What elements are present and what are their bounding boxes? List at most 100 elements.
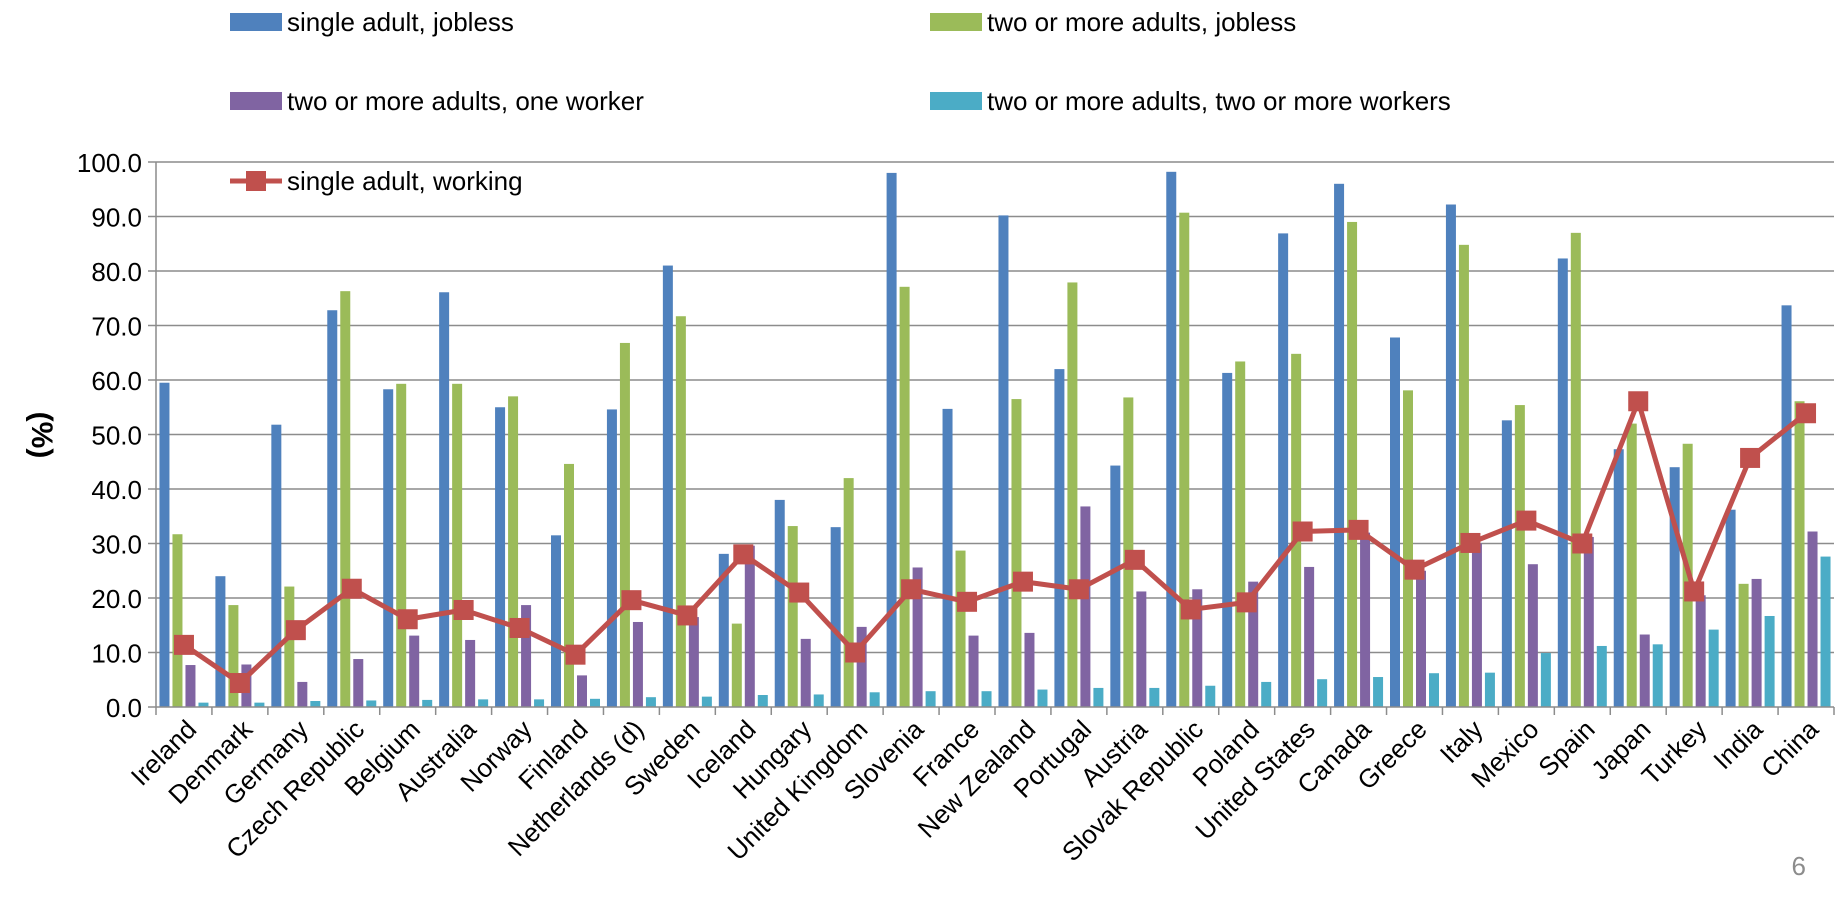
bar — [1317, 679, 1328, 707]
legend-item: two or more adults, one worker — [230, 86, 644, 116]
line-marker — [733, 544, 754, 565]
line-marker — [1068, 579, 1089, 600]
line-marker — [341, 578, 362, 599]
legend: single adult, jobless two or more adults,… — [230, 7, 1451, 196]
bar — [1471, 543, 1482, 707]
y-tick-label: 0.0 — [106, 693, 142, 723]
bar — [925, 691, 936, 707]
line-marker — [845, 642, 866, 663]
bar — [856, 626, 867, 707]
bar — [1820, 556, 1831, 707]
bar — [1235, 361, 1246, 707]
bar — [551, 535, 561, 707]
bar — [632, 621, 643, 707]
y-tick-label: 60.0 — [91, 366, 142, 396]
legend-label: two or more adults, two or more workers — [987, 86, 1451, 116]
line-marker — [1292, 521, 1313, 542]
bar — [465, 639, 476, 707]
bar — [409, 635, 420, 707]
bar — [1192, 589, 1203, 707]
bar — [955, 550, 966, 707]
line-marker — [453, 599, 474, 620]
bar — [1613, 449, 1624, 707]
bar — [1110, 465, 1121, 707]
bar — [383, 389, 394, 707]
bar — [1067, 282, 1078, 707]
bar — [1149, 687, 1160, 707]
legend-item: single adult, jobless — [230, 7, 514, 37]
bar — [1751, 578, 1762, 707]
bar — [1807, 531, 1818, 707]
line-marker — [1124, 549, 1145, 570]
bar — [774, 499, 785, 707]
bar — [310, 701, 321, 707]
bar — [366, 700, 377, 707]
bar — [869, 692, 880, 707]
y-tick-label: 30.0 — [91, 530, 142, 560]
bar — [981, 691, 992, 707]
y-tick-label: 90.0 — [91, 203, 142, 233]
bar — [1527, 564, 1538, 707]
line-marker — [1180, 599, 1201, 620]
line-marker — [789, 582, 810, 603]
bar — [198, 702, 209, 707]
bar — [1514, 405, 1525, 707]
bar — [662, 265, 673, 707]
bar — [731, 623, 742, 707]
bar — [534, 699, 545, 707]
bar — [215, 576, 226, 707]
bar — [1781, 305, 1792, 707]
line-marker — [509, 617, 530, 638]
bar — [1080, 506, 1091, 707]
bar — [327, 310, 338, 707]
bar — [521, 605, 532, 707]
y-tick-label: 80.0 — [91, 257, 142, 287]
bar — [1222, 372, 1233, 707]
bar — [1484, 672, 1495, 707]
bar — [1373, 677, 1384, 707]
bar — [843, 478, 854, 707]
bar — [675, 316, 686, 707]
bar — [1695, 595, 1706, 707]
bar — [744, 545, 755, 707]
line-marker — [1460, 532, 1481, 553]
bar — [1596, 645, 1607, 707]
bar — [1390, 337, 1400, 707]
bar — [1639, 634, 1650, 707]
bar — [1024, 632, 1035, 707]
line-series — [173, 391, 1817, 694]
bar — [284, 586, 295, 707]
legend-marker-swatch — [246, 171, 266, 191]
bar — [590, 698, 600, 707]
y-tick-label: 20.0 — [91, 584, 142, 614]
line-marker — [677, 605, 698, 626]
line-marker — [229, 673, 250, 694]
line-marker — [1012, 571, 1033, 592]
y-tick-label: 40.0 — [91, 475, 142, 505]
y-tick-label: 100.0 — [77, 148, 142, 178]
bar — [1794, 401, 1805, 707]
bar — [254, 702, 265, 707]
bar — [422, 699, 433, 707]
bar — [968, 635, 979, 707]
bar — [1708, 629, 1719, 707]
bar — [830, 527, 841, 707]
line-marker — [1404, 559, 1425, 580]
line-marker — [1628, 391, 1649, 412]
bar — [1261, 681, 1272, 707]
line-marker — [901, 579, 922, 600]
legend-item: two or more adults, two or more workers — [930, 86, 1451, 116]
bar — [1278, 233, 1289, 707]
bar — [271, 424, 282, 707]
line-marker — [1572, 533, 1593, 554]
bar — [1347, 221, 1358, 707]
line-marker — [1236, 592, 1257, 613]
bar — [606, 409, 617, 707]
bar — [1669, 467, 1680, 707]
bar — [718, 553, 729, 707]
line-marker — [957, 591, 978, 612]
legend-swatch — [230, 92, 282, 110]
legend-label: single adult, working — [287, 166, 523, 196]
